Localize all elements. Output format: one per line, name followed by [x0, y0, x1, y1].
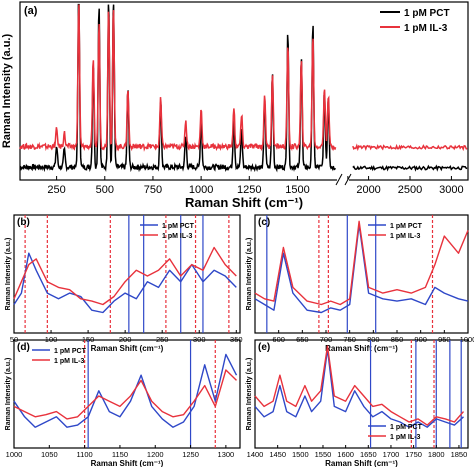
legend-label: 1 pM IL-3 — [390, 434, 420, 441]
y-axis-label: Raman Intensity (a.u.) — [246, 238, 253, 311]
series-line-il3 — [19, 4, 337, 152]
legend-label: 1 pM PCT — [162, 223, 195, 230]
panel-b: 50 100 150 200 250 300 350(b)Raman Shift (cm⁻¹… — [5, 214, 243, 353]
x-axis-label: Raman Shift (cm⁻¹) — [325, 459, 398, 467]
x-tick-label: 750 — [144, 184, 162, 196]
legend-label: 1 pM PCT — [390, 223, 423, 230]
series-line-il3 — [254, 220, 469, 306]
axis-break-mark — [335, 173, 343, 186]
x-tick-label: 3000 — [439, 184, 463, 196]
x-tick-label: 1750 — [405, 450, 422, 459]
legend-label: 1 pM IL-3 — [54, 358, 84, 365]
panel-d-frame — [13, 339, 241, 449]
x-axis-label: Raman Shift (cm⁻¹) — [91, 344, 164, 353]
series-line-tail-il3 — [352, 143, 468, 152]
x-tick-label: 1250 — [182, 450, 199, 459]
panel-d: 1000 1050 1100 1150 1200 1250 1300 (d) Raman Shi… — [5, 339, 241, 467]
x-tick-label: 1000 — [189, 184, 213, 196]
y-axis-label: Raman Intensity (a.u.) — [246, 358, 253, 431]
x-tick-label: 1100 — [77, 450, 93, 459]
x-tick-label: 1600 — [337, 450, 354, 459]
series-line-pct — [254, 348, 464, 428]
x-tick-label: 250 — [47, 184, 65, 196]
x-tick-label: 1700 — [383, 450, 400, 459]
legend-label: 1 pM PCT — [404, 8, 450, 19]
panel-e-label: (e) — [258, 342, 270, 353]
panel-a-label: (a) — [24, 5, 38, 17]
panel-e: 1400 1450 1500 1550 1600 1650 1700 1750 1800 1850… — [246, 339, 469, 467]
y-axis-label: Raman Intensity (a.u.) — [5, 358, 12, 431]
series-line-pct — [19, 3, 337, 173]
axis-break-gap — [337, 170, 349, 184]
panel-c-frame — [254, 214, 469, 334]
x-tick-label: 1000 — [6, 450, 23, 459]
x-tick-label: 1850 — [451, 450, 468, 459]
x-tick-label: 1450 — [269, 450, 286, 459]
series-line-il3 — [254, 345, 465, 426]
panel-a: (a) 250 500 750 1000 1250 1500 2000 2500 3000 Rama… — [1, 1, 469, 210]
y-axis-label: Raman Intensity (a.u.) — [5, 238, 12, 311]
legend-label: 1 pM PCT — [390, 424, 423, 431]
series-line-il3 — [13, 246, 237, 306]
x-tick-label: 2000 — [356, 184, 380, 196]
x-tick-label: 1200 — [147, 450, 164, 459]
x-tick-label: 1050 — [41, 450, 58, 459]
panel-b-label: (b) — [17, 217, 30, 228]
panel-d-label: (d) — [17, 342, 30, 353]
x-tick-label: 1650 — [360, 450, 377, 459]
x-tick-label: 1300 — [218, 450, 235, 459]
series-line-il3 — [13, 369, 237, 420]
panel-e-frame — [254, 339, 469, 449]
panel-c: 6006507007508008509009501000(c)Raman Shi… — [246, 214, 474, 353]
x-tick-label: 500 — [96, 184, 114, 196]
panel-b-frame — [13, 214, 241, 334]
series-line-tail-pct — [352, 164, 468, 172]
x-tick-label: 1500 — [285, 184, 309, 196]
legend-label: 1 pM IL-3 — [404, 23, 448, 34]
panel-a-frame — [19, 1, 469, 181]
x-tick-label: 1800 — [428, 450, 445, 459]
panel-c-label: (c) — [258, 217, 270, 228]
legend-label: 1 pM IL-3 — [390, 233, 420, 240]
series-line-pct — [13, 353, 238, 428]
legend-label: 1 pM IL-3 — [162, 233, 192, 240]
x-axis-label: Raman Shift (cm⁻¹) — [325, 344, 398, 353]
x-axis-label: Raman Shift (cm⁻¹) — [91, 459, 164, 467]
x-tick-label: 1150 — [112, 450, 128, 459]
x-tick-label: 1550 — [315, 450, 332, 459]
x-tick-label: 1250 — [237, 184, 261, 196]
series-line-pct — [13, 252, 237, 314]
legend-label: 1 pM PCT — [54, 348, 87, 355]
x-tick-label: 1500 — [292, 450, 309, 459]
x-tick-label: 1400 — [247, 450, 264, 459]
y-axis-label: Raman Intensity (a.u.) — [1, 34, 13, 149]
x-tick-label: 2500 — [398, 184, 422, 196]
x-axis-label: Raman Shift (cm⁻¹) — [185, 195, 303, 210]
